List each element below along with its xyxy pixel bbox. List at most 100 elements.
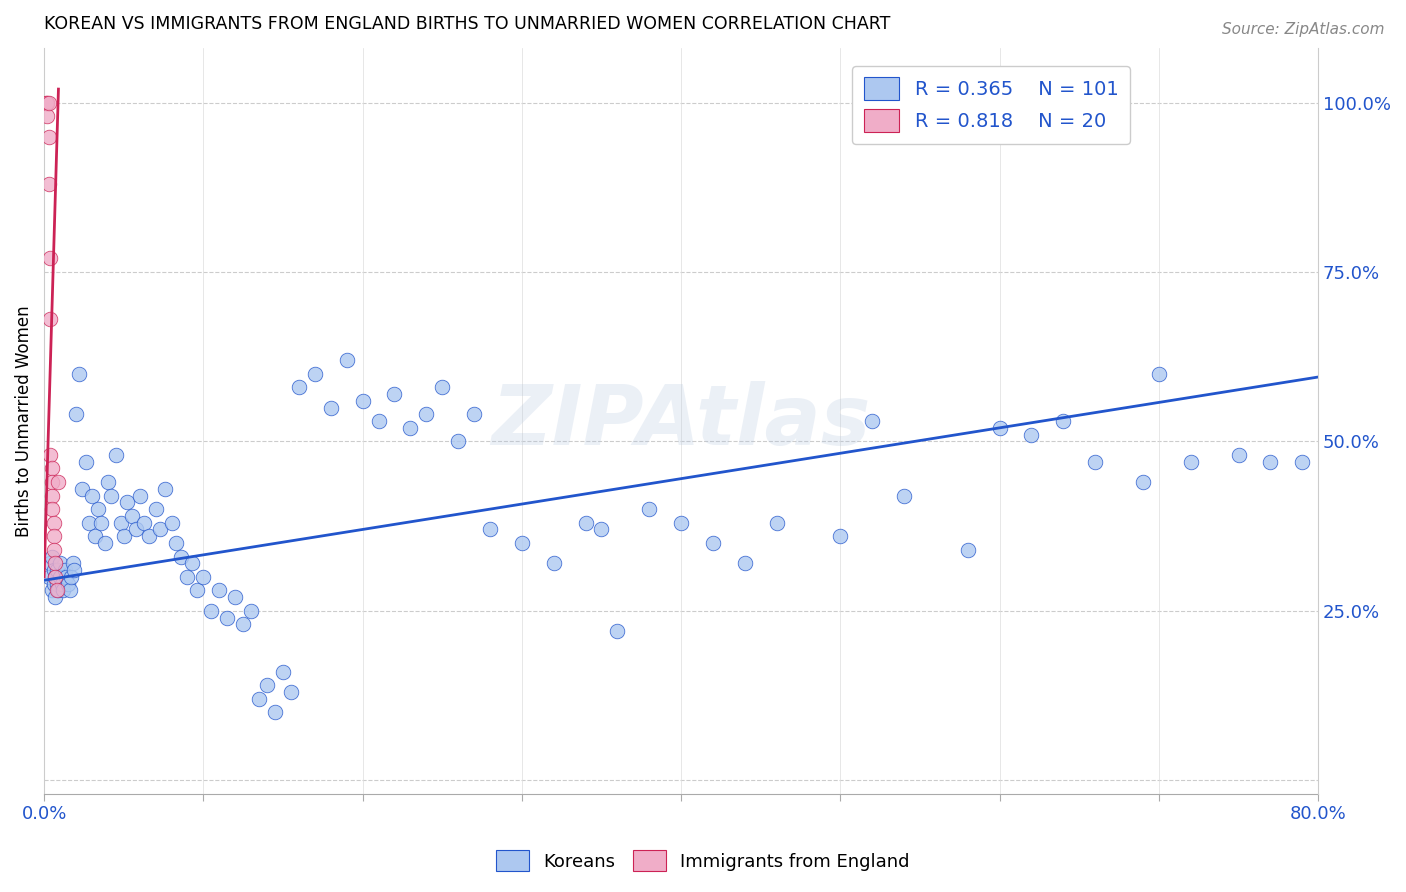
Point bbox=[87, 502, 110, 516]
Text: Source: ZipAtlas.com: Source: ZipAtlas.com bbox=[1222, 22, 1385, 37]
Point bbox=[52, 583, 75, 598]
Point bbox=[138, 529, 160, 543]
Legend: R = 0.365    N = 101, R = 0.818    N = 20: R = 0.365 N = 101, R = 0.818 N = 20 bbox=[852, 66, 1130, 144]
Point bbox=[1084, 455, 1107, 469]
Point bbox=[112, 529, 135, 543]
Point bbox=[115, 495, 138, 509]
Point bbox=[271, 665, 294, 679]
Point bbox=[41, 583, 63, 598]
Point bbox=[90, 516, 112, 530]
Point bbox=[280, 685, 302, 699]
Point bbox=[145, 502, 167, 516]
Point bbox=[224, 591, 246, 605]
Point bbox=[830, 529, 852, 543]
Point bbox=[77, 516, 100, 530]
Point bbox=[264, 706, 287, 720]
Point bbox=[606, 624, 628, 638]
Point bbox=[367, 414, 389, 428]
Point bbox=[75, 455, 97, 469]
Point bbox=[39, 448, 62, 462]
Point bbox=[217, 610, 239, 624]
Point bbox=[42, 576, 65, 591]
Point bbox=[42, 516, 65, 530]
Point bbox=[186, 583, 208, 598]
Point bbox=[53, 563, 76, 577]
Point bbox=[510, 536, 533, 550]
Point bbox=[734, 557, 756, 571]
Point bbox=[125, 523, 148, 537]
Point bbox=[1227, 448, 1250, 462]
Point bbox=[38, 177, 60, 191]
Point bbox=[1021, 427, 1043, 442]
Point bbox=[45, 563, 67, 577]
Point bbox=[44, 591, 66, 605]
Point bbox=[574, 516, 596, 530]
Point bbox=[447, 434, 470, 449]
Point bbox=[110, 516, 132, 530]
Point bbox=[181, 557, 204, 571]
Point bbox=[62, 557, 84, 571]
Point bbox=[42, 542, 65, 557]
Point bbox=[37, 109, 59, 123]
Point bbox=[72, 482, 94, 496]
Point bbox=[176, 570, 198, 584]
Point bbox=[38, 570, 60, 584]
Point bbox=[121, 508, 143, 523]
Point bbox=[38, 95, 60, 110]
Point bbox=[128, 489, 150, 503]
Point bbox=[247, 691, 270, 706]
Point bbox=[67, 367, 90, 381]
Point bbox=[256, 678, 278, 692]
Point bbox=[41, 475, 63, 489]
Point bbox=[1291, 455, 1313, 469]
Point bbox=[80, 489, 103, 503]
Point bbox=[479, 523, 502, 537]
Point bbox=[399, 421, 422, 435]
Point bbox=[38, 129, 60, 144]
Point bbox=[956, 542, 979, 557]
Point bbox=[591, 523, 613, 537]
Point bbox=[208, 583, 231, 598]
Point bbox=[44, 557, 66, 571]
Point bbox=[41, 461, 63, 475]
Point bbox=[56, 576, 79, 591]
Point bbox=[860, 414, 883, 428]
Point bbox=[669, 516, 692, 530]
Point bbox=[39, 557, 62, 571]
Text: KOREAN VS IMMIGRANTS FROM ENGLAND BIRTHS TO UNMARRIED WOMEN CORRELATION CHART: KOREAN VS IMMIGRANTS FROM ENGLAND BIRTHS… bbox=[44, 15, 890, 33]
Point bbox=[41, 502, 63, 516]
Legend: Koreans, Immigrants from England: Koreans, Immigrants from England bbox=[489, 843, 917, 879]
Point bbox=[49, 557, 72, 571]
Point bbox=[240, 604, 263, 618]
Point bbox=[1052, 414, 1074, 428]
Text: ZIPAtlas: ZIPAtlas bbox=[492, 381, 870, 461]
Point bbox=[200, 604, 222, 618]
Point bbox=[165, 536, 187, 550]
Point bbox=[41, 489, 63, 503]
Point bbox=[45, 583, 67, 598]
Point bbox=[232, 617, 254, 632]
Point bbox=[42, 563, 65, 577]
Point bbox=[153, 482, 176, 496]
Point bbox=[42, 529, 65, 543]
Point bbox=[149, 523, 172, 537]
Point bbox=[288, 380, 311, 394]
Point bbox=[55, 570, 77, 584]
Point bbox=[304, 367, 326, 381]
Point bbox=[44, 570, 66, 584]
Point bbox=[84, 529, 107, 543]
Point bbox=[893, 489, 915, 503]
Point bbox=[336, 353, 359, 368]
Point bbox=[65, 407, 87, 421]
Point bbox=[104, 448, 127, 462]
Point bbox=[60, 570, 83, 584]
Point bbox=[41, 549, 63, 564]
Point bbox=[432, 380, 454, 394]
Point bbox=[48, 475, 70, 489]
Point bbox=[463, 407, 485, 421]
Point bbox=[1132, 475, 1154, 489]
Point bbox=[97, 475, 120, 489]
Point bbox=[988, 421, 1011, 435]
Point bbox=[415, 407, 437, 421]
Point bbox=[134, 516, 156, 530]
